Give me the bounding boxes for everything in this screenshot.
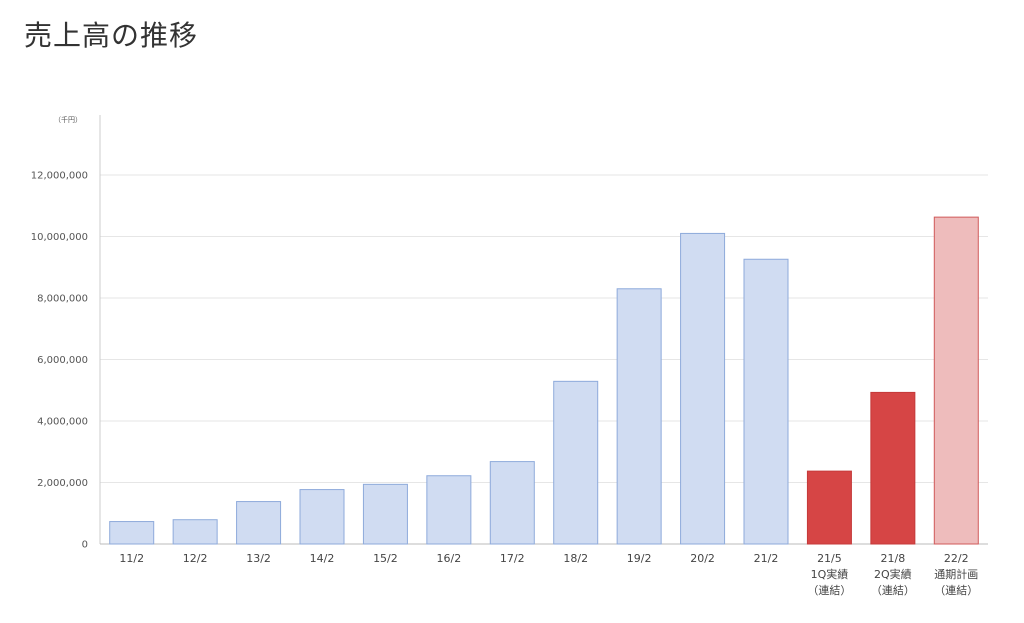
bar xyxy=(806,470,852,545)
x-category-label: 17/2 xyxy=(500,552,525,565)
x-category-label: （連結） xyxy=(934,583,978,597)
bar xyxy=(870,391,916,545)
bar xyxy=(236,501,282,545)
y-tick-label: 4,000,000 xyxy=(37,417,88,428)
page-title: 売上高の推移 xyxy=(24,19,199,52)
x-category-label: （連結） xyxy=(807,583,851,597)
x-category-label: 15/2 xyxy=(373,552,398,565)
bar xyxy=(933,216,979,545)
x-category-label: 2Q実績 xyxy=(874,567,912,581)
x-category-label: 19/2 xyxy=(627,552,652,565)
bars xyxy=(109,216,979,545)
x-category-label: 21/8 xyxy=(881,552,906,565)
x-category-label: 通期計画 xyxy=(934,567,978,581)
bar xyxy=(616,288,662,545)
x-category-label: 13/2 xyxy=(246,552,271,565)
x-category-label: 21/5 xyxy=(817,552,842,565)
y-tick-label: 12,000,000 xyxy=(31,171,88,182)
labels: 0 2,000,000 4,000,000 6,000,000 8,000,000 10,… xyxy=(31,115,979,597)
y-tick-label: 8,000,000 xyxy=(37,294,88,305)
bar xyxy=(362,483,408,545)
bar xyxy=(109,521,155,545)
x-category-label: （連結） xyxy=(871,583,915,597)
y-tick-label: 0 xyxy=(82,540,88,551)
bar xyxy=(553,380,599,545)
x-category-label: 16/2 xyxy=(437,552,462,565)
y-tick-label: 6,000,000 xyxy=(37,355,88,366)
y-unit-label: （千円） xyxy=(54,115,82,124)
bar xyxy=(743,258,789,545)
bar xyxy=(299,489,345,545)
axes xyxy=(99,115,988,545)
x-category-label: 22/2 xyxy=(944,552,969,565)
x-category-label: 21/2 xyxy=(754,552,779,565)
y-tick-label: 2,000,000 xyxy=(37,478,88,489)
bar xyxy=(426,475,472,545)
y-tick-label: 10,000,000 xyxy=(31,232,88,243)
bar xyxy=(489,461,535,545)
x-category-label: 12/2 xyxy=(183,552,208,565)
x-category-label: 20/2 xyxy=(690,552,715,565)
x-category-label: 18/2 xyxy=(563,552,588,565)
bar xyxy=(172,519,218,545)
x-category-label: 11/2 xyxy=(119,552,144,565)
bar xyxy=(680,232,726,545)
x-category-label: 1Q実績 xyxy=(811,567,849,581)
x-category-label: 14/2 xyxy=(310,552,335,565)
grid-lines xyxy=(100,174,988,483)
